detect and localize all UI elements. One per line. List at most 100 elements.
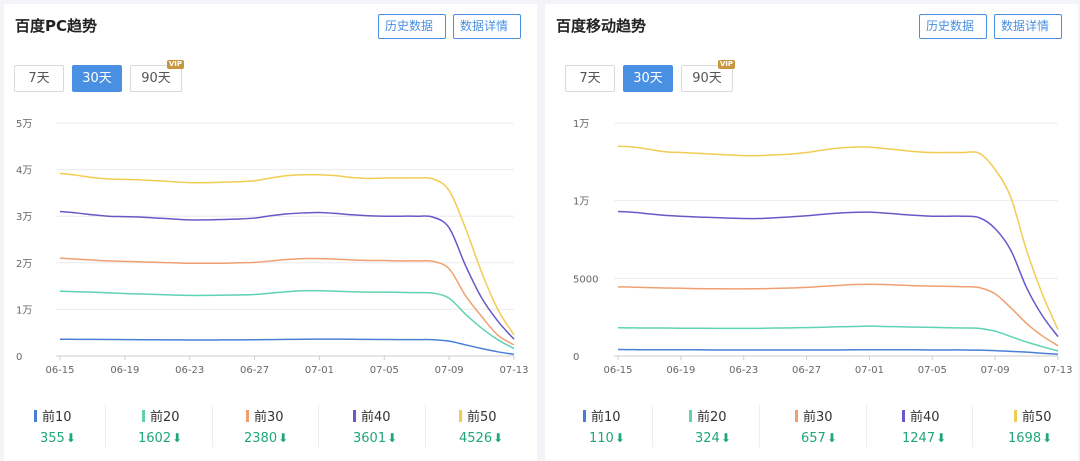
x-tick-label: 07-13 xyxy=(1043,365,1072,376)
legend-item-top10[interactable]: 前10 355⬇ xyxy=(4,399,110,454)
x-tick-label: 06-27 xyxy=(792,365,821,376)
pc-trend-chart: 0 1万 2万 3万 4万 5万 06-15 06-19 06-23 06-27 07-01 07-0… xyxy=(16,119,529,376)
legend-item-top50[interactable]: 前50 1698⬇ xyxy=(970,399,1076,454)
legend-divider xyxy=(972,405,973,447)
x-tick-label: 07-05 xyxy=(918,365,947,376)
x-tick-label: 07-13 xyxy=(499,365,528,376)
legend-value: 1698 xyxy=(1008,431,1042,446)
legend-color-top50 xyxy=(459,410,462,422)
y-tick-label: 3万 xyxy=(16,212,32,223)
series-line-top40 xyxy=(59,210,515,340)
down-arrow-icon: ⬇ xyxy=(493,431,504,445)
legend-divider xyxy=(866,405,867,447)
legend-color-top20 xyxy=(689,410,692,422)
history-data-button[interactable]: 历史数据 xyxy=(919,14,987,39)
x-tick-label: 06-15 xyxy=(45,365,74,376)
x-tick-label: 06-23 xyxy=(175,365,204,376)
down-arrow-icon: ⬇ xyxy=(936,431,947,445)
legend-label: 前20 xyxy=(150,410,180,425)
legend-item-top40[interactable]: 前40 1247⬇ xyxy=(864,399,970,454)
x-tick-label: 07-01 xyxy=(305,365,334,376)
y-tick-label: 1万 xyxy=(573,197,589,208)
panel-title: 百度移动趋势 xyxy=(556,17,647,35)
legend-value: 110 xyxy=(589,431,614,446)
y-tick-label: 1万 xyxy=(573,119,589,130)
series-line-top30 xyxy=(59,257,515,346)
series-line-top50 xyxy=(617,145,1059,330)
legend-item-top50[interactable]: 前50 4526⬇ xyxy=(429,399,535,454)
legend-color-top50 xyxy=(1014,410,1017,422)
legend-label: 前10 xyxy=(591,410,621,425)
legend-value: 1602 xyxy=(138,431,172,446)
legend-divider xyxy=(652,405,653,447)
legend-item-top30[interactable]: 前30 657⬇ xyxy=(757,399,863,454)
x-tick-label: 07-05 xyxy=(370,365,399,376)
legend-divider xyxy=(759,405,760,447)
legend-item-top30[interactable]: 前30 2380⬇ xyxy=(216,399,322,454)
legend-item-top20[interactable]: 前20 324⬇ xyxy=(651,399,757,454)
range-90d-button[interactable]: 90天 VIP xyxy=(681,60,735,92)
series-line-top20 xyxy=(617,325,1059,352)
x-tick-label: 06-19 xyxy=(666,365,695,376)
legend: 前10 110⬇ 前20 324⬇ 前30 657⬇ 前40 1247⬇ 前50 1698… xyxy=(545,399,1078,454)
range-30d-button[interactable]: 30天 xyxy=(72,65,122,92)
legend-label: 前40 xyxy=(361,410,391,425)
legend-label: 前40 xyxy=(910,410,940,425)
data-detail-button[interactable]: 数据详情 xyxy=(994,14,1062,39)
pc-trend-panel: 百度PC趋势 历史数据 数据详情 7天 30天 90天 VIP 0 1万 2万 3万 4万… xyxy=(4,4,537,461)
legend-item-top40[interactable]: 前40 3601⬇ xyxy=(323,399,429,454)
legend-value: 3601 xyxy=(353,431,387,446)
x-tick-label: 06-27 xyxy=(240,365,269,376)
series-line-top50 xyxy=(59,172,515,336)
legend-color-top40 xyxy=(353,410,356,422)
y-tick-label: 5万 xyxy=(16,119,32,130)
legend-divider xyxy=(105,405,106,447)
x-tick-label: 06-19 xyxy=(110,365,139,376)
x-tick-label: 06-15 xyxy=(603,365,632,376)
down-arrow-icon: ⬇ xyxy=(826,431,837,445)
legend-color-top20 xyxy=(142,410,145,422)
legend-item-top10[interactable]: 前10 110⬇ xyxy=(545,399,651,454)
down-arrow-icon: ⬇ xyxy=(720,431,731,445)
down-arrow-icon: ⬇ xyxy=(65,431,76,445)
legend-color-top30 xyxy=(795,410,798,422)
y-tick-label: 0 xyxy=(573,352,579,363)
down-arrow-icon: ⬇ xyxy=(387,431,398,445)
legend-label: 前50 xyxy=(1022,410,1052,425)
series-line-top40 xyxy=(617,210,1059,338)
legend-color-top10 xyxy=(34,410,37,422)
x-tick-label: 07-01 xyxy=(855,365,884,376)
x-tick-label: 06-23 xyxy=(729,365,758,376)
range-90d-label: 90天 xyxy=(141,71,171,86)
series-line-top20 xyxy=(59,289,515,350)
legend-divider xyxy=(425,405,426,447)
legend-label: 前30 xyxy=(254,410,284,425)
history-data-button[interactable]: 历史数据 xyxy=(378,14,446,39)
range-90d-button[interactable]: 90天 VIP xyxy=(130,60,184,92)
legend-label: 前20 xyxy=(697,410,727,425)
vip-badge: VIP xyxy=(717,60,735,69)
data-detail-button[interactable]: 数据详情 xyxy=(453,14,521,39)
vip-badge: VIP xyxy=(166,60,184,69)
legend-value: 324 xyxy=(695,431,720,446)
legend-value: 1247 xyxy=(902,431,936,446)
range-30d-button[interactable]: 30天 xyxy=(623,65,673,92)
legend-item-top20[interactable]: 前20 1602⬇ xyxy=(110,399,216,454)
x-tick-label: 07-09 xyxy=(435,365,464,376)
mobile-trend-panel: 百度移动趋势 历史数据 数据详情 7天 30天 90天 VIP 0 5000 1万 1万… xyxy=(545,4,1078,461)
legend-divider xyxy=(318,405,319,447)
range-7d-button[interactable]: 7天 xyxy=(565,65,615,92)
legend: 前10 355⬇ 前20 1602⬇ 前30 2380⬇ 前40 3601⬇ 前50 45… xyxy=(4,399,537,454)
legend-value: 4526 xyxy=(459,431,493,446)
range-7d-button[interactable]: 7天 xyxy=(14,65,64,92)
down-arrow-icon: ⬇ xyxy=(1042,431,1053,445)
series-line-top10 xyxy=(59,338,515,356)
legend-value: 657 xyxy=(801,431,826,446)
range-90d-label: 90天 xyxy=(692,71,722,86)
series-line-top30 xyxy=(617,283,1059,347)
y-tick-label: 5000 xyxy=(573,274,598,285)
y-tick-label: 0 xyxy=(16,352,22,363)
panel-title: 百度PC趋势 xyxy=(15,17,98,35)
legend-color-top10 xyxy=(583,410,586,422)
y-tick-label: 2万 xyxy=(16,259,32,270)
